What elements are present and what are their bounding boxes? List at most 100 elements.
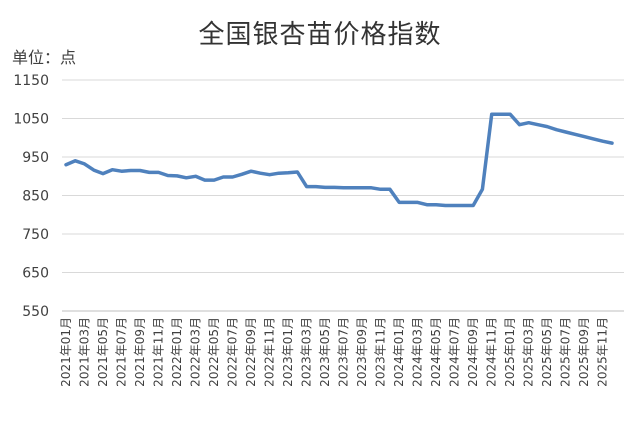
data-point — [555, 128, 558, 131]
x-tick-label: 2024年05月 — [429, 317, 443, 387]
data-point — [611, 142, 614, 145]
data-point — [444, 204, 447, 207]
data-point — [546, 125, 549, 128]
data-point — [453, 204, 456, 207]
data-point — [259, 172, 262, 175]
data-point — [564, 130, 567, 133]
x-tick-label: 2022年07月 — [226, 317, 240, 387]
y-tick-label: 950 — [22, 150, 49, 166]
data-point — [203, 179, 206, 182]
data-point — [351, 186, 354, 189]
data-point — [305, 185, 308, 188]
data-point — [240, 173, 243, 176]
data-point — [481, 188, 484, 191]
x-tick-label: 2022年05月 — [207, 317, 221, 387]
y-tick-label: 1050 — [13, 112, 49, 128]
data-point — [536, 123, 539, 126]
x-tick-label: 2021年01月 — [59, 317, 73, 387]
x-tick-label: 2023年07月 — [337, 317, 351, 387]
x-tick-label: 2024年09月 — [466, 317, 480, 387]
series-line-group — [64, 112, 614, 208]
data-point — [388, 188, 391, 191]
data-point — [324, 186, 327, 189]
data-point — [185, 176, 188, 179]
data-point — [65, 163, 68, 166]
y-tick-label: 850 — [22, 189, 49, 205]
x-tick-label: 2023年01月 — [281, 317, 295, 387]
y-tick-label: 650 — [22, 266, 49, 282]
data-point — [139, 169, 142, 172]
data-point — [213, 179, 216, 182]
data-point — [407, 201, 410, 204]
data-point — [296, 171, 299, 174]
x-tick-label: 2022年03月 — [189, 317, 203, 387]
data-point — [111, 168, 114, 171]
x-tick-label: 2022年11月 — [263, 317, 277, 387]
x-tick-label: 2023年03月 — [300, 317, 314, 387]
data-point — [435, 203, 438, 206]
data-point — [601, 140, 604, 143]
x-tick-label: 2024年03月 — [411, 317, 425, 387]
data-point — [74, 159, 77, 162]
data-point — [370, 186, 373, 189]
data-point — [490, 113, 493, 116]
x-tick-label: 2025年05月 — [540, 317, 554, 387]
data-point — [592, 137, 595, 140]
data-point — [379, 188, 382, 191]
x-tick-label: 2023年11月 — [374, 317, 388, 387]
data-point — [333, 186, 336, 189]
data-point — [509, 113, 512, 116]
x-tick-label: 2025年09月 — [577, 317, 591, 387]
x-tick-label: 2022年09月 — [244, 317, 258, 387]
x-tick-label: 2024年01月 — [392, 317, 406, 387]
x-tick-label: 2025年03月 — [522, 317, 536, 387]
data-point — [148, 171, 151, 174]
data-point — [231, 176, 234, 179]
y-tick-label: 750 — [22, 227, 49, 243]
data-point — [573, 133, 576, 136]
data-point — [222, 176, 225, 179]
y-tick-label: 550 — [22, 304, 49, 320]
data-point — [268, 173, 271, 176]
data-point — [499, 113, 502, 116]
data-point — [129, 169, 132, 172]
data-point — [462, 204, 465, 207]
data-point — [518, 123, 521, 126]
data-point — [277, 172, 280, 175]
data-point — [342, 186, 345, 189]
x-tick-label: 2021年03月 — [78, 317, 92, 387]
x-tick-label: 2024年11月 — [485, 317, 499, 387]
data-point — [314, 185, 317, 188]
x-tick-label: 2021年07月 — [115, 317, 129, 387]
data-point — [102, 172, 105, 175]
x-tick-label: 2025年11月 — [596, 317, 610, 387]
data-point — [92, 169, 95, 172]
y-tick-label: 1150 — [13, 73, 49, 89]
x-tick-label: 2023年09月 — [355, 317, 369, 387]
data-point — [398, 201, 401, 204]
series-line — [64, 112, 614, 208]
data-point — [416, 201, 419, 204]
x-tick-label: 2021年05月 — [96, 317, 110, 387]
data-point — [287, 171, 290, 174]
data-point — [527, 121, 530, 124]
data-point — [157, 171, 160, 174]
x-tick-label: 2021年09月 — [133, 317, 147, 387]
y-axis: 550 650 750 850 950 1050 1150 — [13, 73, 49, 320]
data-point — [120, 170, 123, 173]
x-tick-label: 2021年11月 — [152, 317, 166, 387]
data-point — [194, 175, 197, 178]
chart-title: 全国银杏苗价格指数 — [198, 20, 442, 50]
x-tick-label: 2024年07月 — [448, 317, 462, 387]
x-tick-label: 2025年07月 — [559, 317, 573, 387]
unit-label: 单位：点 — [12, 48, 77, 67]
x-tick-label: 2023年05月 — [318, 317, 332, 387]
data-point — [166, 174, 169, 177]
data-point — [250, 170, 253, 173]
x-tick-label: 2025年01月 — [503, 317, 517, 387]
data-point — [361, 186, 364, 189]
gridlines — [62, 79, 624, 312]
x-axis: 2021年01月 2021年03月 2021年05月 2021年07月 2021年09月… — [59, 317, 610, 387]
data-point — [472, 204, 475, 207]
x-tick-label: 2022年01月 — [170, 317, 184, 387]
